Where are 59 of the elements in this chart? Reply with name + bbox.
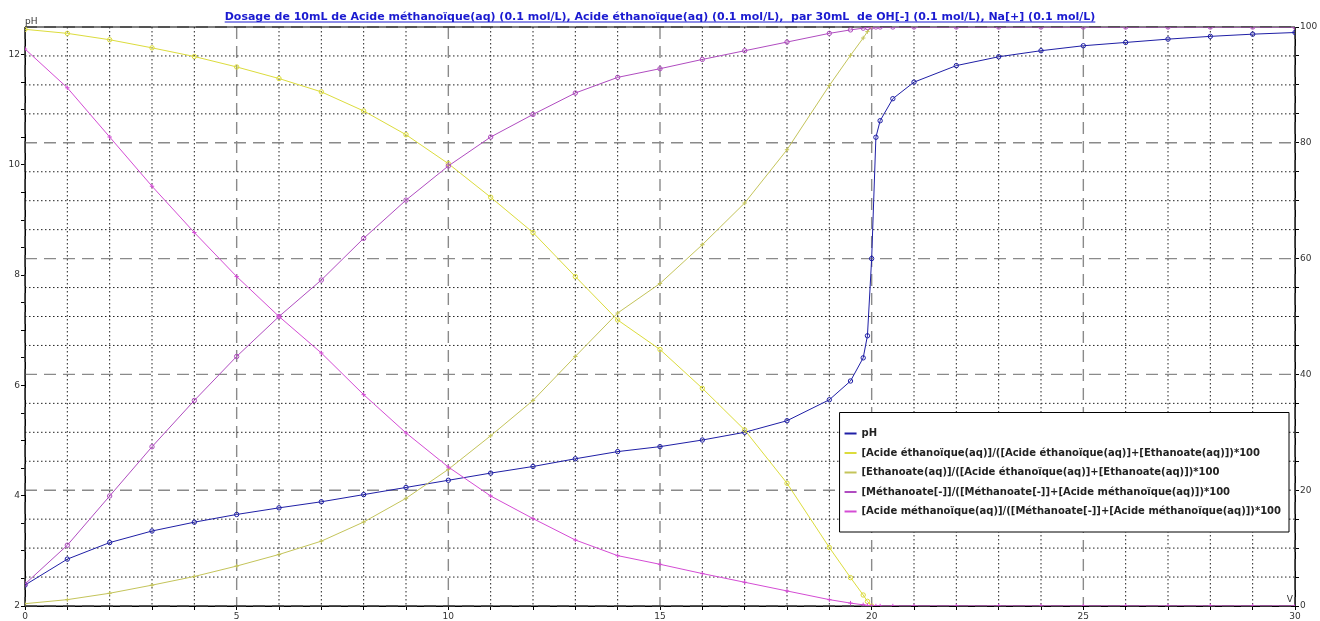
point [657,280,663,287]
y2-tick-label: 100 [1300,21,1318,32]
x-tick-label: 20 [865,610,878,621]
y2-tick-label: 0 [1300,600,1306,611]
point [614,310,621,316]
legend-label: [Ethanoate(aq)]/([Acide éthanoïque(aq)]+[Ethanoate(aq)])*100 [861,466,1220,478]
legend-label: [Acide méthanoïque(aq)]/([Méthanoate[-]]+[Acide méthanoïque(aq)])*100 [861,505,1282,517]
point [191,229,198,236]
point [64,596,71,603]
y2-tick-label: 40 [1300,368,1312,379]
point [614,552,621,559]
point [360,391,367,398]
point [318,350,325,356]
point [149,582,155,588]
point [530,515,536,522]
point [487,493,494,499]
point [233,563,240,569]
y-tick-label: 8 [14,269,21,280]
point [403,430,409,436]
y-tick-label: 2 [14,600,20,611]
legend-label: pH [861,427,878,439]
point [657,561,663,568]
x-tick-label: 15 [654,610,666,621]
x-tick-label: 30 [1289,610,1301,621]
point [530,397,536,404]
y2-tick-label: 80 [1300,137,1312,148]
y2-tick-label: 60 [1300,252,1312,263]
point [572,537,579,543]
y-tick-label: 10 [8,159,21,170]
point [826,82,833,89]
x-tick-label: 10 [442,610,455,621]
point [233,273,240,280]
x-tick-label: 25 [1077,610,1090,621]
point [847,600,854,606]
legend-label: [Acide éthanoïque(aq)]/([Acide éthanoïque(aq)]+[Ethanoate(aq)])*100 [861,446,1261,458]
y-tick-label: 6 [14,379,21,390]
point [699,570,706,577]
point [572,353,579,360]
point [784,588,790,594]
point [106,134,113,140]
point [276,551,282,558]
point [784,147,790,153]
x-tick-label: 0 [22,610,29,621]
x-axis-title: V [1286,593,1294,604]
x-tick-label: 5 [233,610,240,621]
legend-label: [Méthanoate[-]]/([Méthanoate[-]]+[Acide méthanoïque(aq)])*100 [861,485,1231,497]
y-tick-label: 12 [8,48,20,59]
y2-tick-label: 20 [1300,484,1312,495]
y-tick-label: 4 [14,490,21,501]
chart-title: Dosage de 10mL de Acide méthanoïque(aq) (0.1 mol/L), Acide éthanoïque(aq) (0.1 mol/L), par 30mL de OH[-] (0.1 mol/L), Na[+] (0.1 mol/L) [224,10,1096,23]
point [826,596,833,603]
point [191,573,198,580]
point [847,52,854,59]
y-axis-title: pH [25,15,38,26]
point [741,200,748,206]
point [860,35,866,41]
point [360,519,367,525]
point [149,183,155,189]
point [403,495,409,502]
